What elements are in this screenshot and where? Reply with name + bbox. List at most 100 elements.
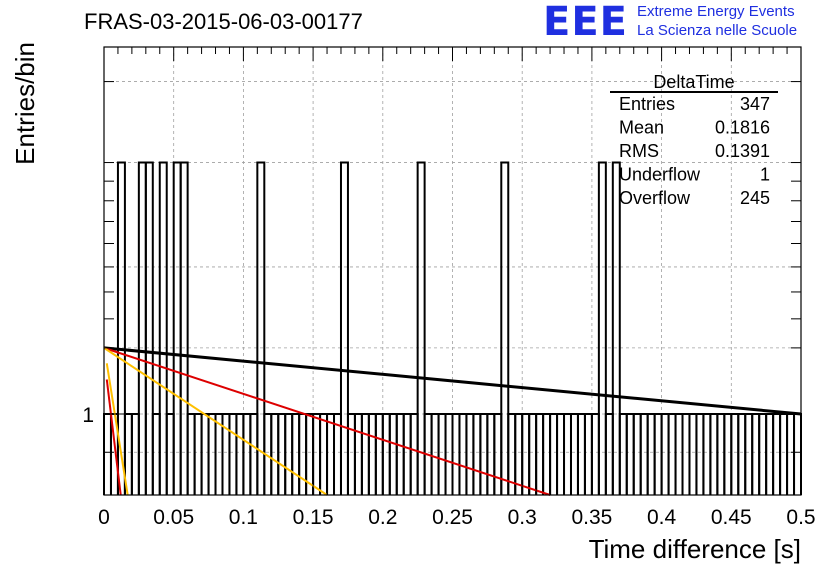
- eee-logo: EEE: [543, 0, 628, 45]
- histogram-bin: [737, 413, 747, 495]
- histogram-bin: [374, 413, 384, 495]
- histogram-bin: [716, 413, 726, 495]
- histogram-bin: [409, 413, 419, 495]
- histogram-bin: [542, 413, 552, 495]
- stats-value: 1: [760, 165, 770, 185]
- stats-label: Mean: [619, 118, 664, 138]
- histogram-bin: [298, 413, 308, 495]
- histogram-bin: [730, 413, 740, 495]
- histogram-bin: [465, 413, 475, 495]
- histogram-bin: [688, 413, 698, 495]
- histogram-bin: [172, 161, 182, 495]
- logo-text-line-1: Extreme Energy Events: [637, 3, 795, 20]
- fit-line: [105, 363, 129, 496]
- axis-ticks: [103, 47, 802, 496]
- x-tick-label: 0.15: [293, 506, 334, 529]
- histogram-bin: [242, 413, 252, 495]
- stats-value: 0.1391: [715, 141, 770, 161]
- histogram-bin: [346, 413, 356, 495]
- histogram-bin: [200, 413, 210, 495]
- histogram-bin: [576, 413, 586, 495]
- histogram-bin: [472, 413, 482, 495]
- histogram-bin: [786, 413, 796, 495]
- histogram-bin: [500, 161, 510, 495]
- logo-text-line-2: La Scienza nelle Scuole: [637, 22, 798, 39]
- histogram-bin: [653, 413, 663, 495]
- histogram-bin: [744, 413, 754, 495]
- stats-label: RMS: [619, 141, 659, 161]
- histogram-bin: [751, 413, 761, 495]
- stats-label: Overflow: [619, 188, 691, 208]
- x-tick-label: 0.35: [571, 506, 612, 529]
- histogram-bin: [284, 413, 294, 495]
- histogram-bin: [772, 413, 782, 495]
- histogram-bin: [569, 413, 579, 495]
- histogram-bin: [319, 413, 329, 495]
- histogram-bin: [151, 413, 161, 495]
- histogram-bin: [444, 413, 454, 495]
- histogram-bin: [270, 413, 280, 495]
- histogram-bin: [681, 413, 691, 495]
- histogram-bin: [416, 161, 426, 495]
- histogram-bin: [583, 413, 593, 495]
- histogram-bin: [793, 413, 802, 495]
- x-tick-label: 0.3: [508, 506, 537, 529]
- histogram-bin: [632, 413, 642, 495]
- histogram-bin: [625, 413, 635, 495]
- x-tick-label: 0.5: [786, 506, 815, 529]
- histogram-bin: [667, 413, 677, 495]
- histogram-bin: [437, 413, 447, 495]
- x-tick-label: 0.05: [153, 506, 194, 529]
- histogram-bin: [186, 413, 196, 495]
- histogram-bin: [611, 161, 621, 495]
- fit-lines: [103, 346, 802, 496]
- fit-line: [105, 379, 122, 496]
- x-tick-labels: 0 0.05 0.1 0.15 0.2 0.25 0.3 0.35 0.4 0.45 0.5: [98, 506, 815, 529]
- histogram-bin: [103, 413, 112, 495]
- histogram-bin: [528, 413, 538, 495]
- fit-line: [103, 346, 551, 496]
- histogram-bin: [360, 413, 370, 495]
- stats-label: Underflow: [619, 165, 701, 185]
- x-tick-label: 0.4: [647, 506, 677, 529]
- histogram-bin: [535, 413, 545, 495]
- histogram-bin: [521, 413, 531, 495]
- histogram-bin: [451, 413, 461, 495]
- histogram-bin: [639, 413, 649, 495]
- histogram-bin: [486, 413, 496, 495]
- histogram-bin: [549, 413, 559, 495]
- histogram-bin: [367, 413, 377, 495]
- histogram-bin: [207, 413, 217, 495]
- x-axis-label: Time difference [s]: [589, 534, 801, 564]
- histogram-bin: [395, 413, 405, 495]
- histogram-bin: [402, 413, 412, 495]
- histogram-bin: [646, 413, 656, 495]
- fit-line: [103, 346, 802, 416]
- x-tick-label: 0.1: [229, 506, 258, 529]
- histogram-bin: [479, 413, 489, 495]
- y-axis-label: Entries/bin: [10, 42, 40, 165]
- chart-title: FRAS-03-2015-06-03-00177: [84, 9, 363, 34]
- histogram-bin: [779, 413, 789, 495]
- stats-value: 0.1816: [715, 118, 770, 138]
- histogram-bin: [563, 413, 572, 495]
- histogram-bin: [695, 413, 705, 495]
- histogram-bars: [103, 161, 802, 495]
- histogram-bin: [179, 161, 189, 495]
- y-tick-labels: 1: [82, 404, 94, 427]
- histogram-bin: [765, 413, 775, 495]
- stats-box-title: DeltaTime: [653, 72, 734, 92]
- histogram-bin: [256, 161, 266, 495]
- histogram-bin: [660, 413, 670, 495]
- histogram-bin: [193, 413, 203, 495]
- histogram-bin: [291, 413, 301, 495]
- histogram-bin: [590, 413, 600, 495]
- histogram-bin: [158, 161, 168, 495]
- histogram-bin: [597, 161, 607, 495]
- stats-value: 347: [740, 94, 770, 114]
- histogram-bin: [249, 413, 259, 495]
- histogram-bin: [165, 413, 175, 495]
- histogram-bin: [758, 413, 768, 495]
